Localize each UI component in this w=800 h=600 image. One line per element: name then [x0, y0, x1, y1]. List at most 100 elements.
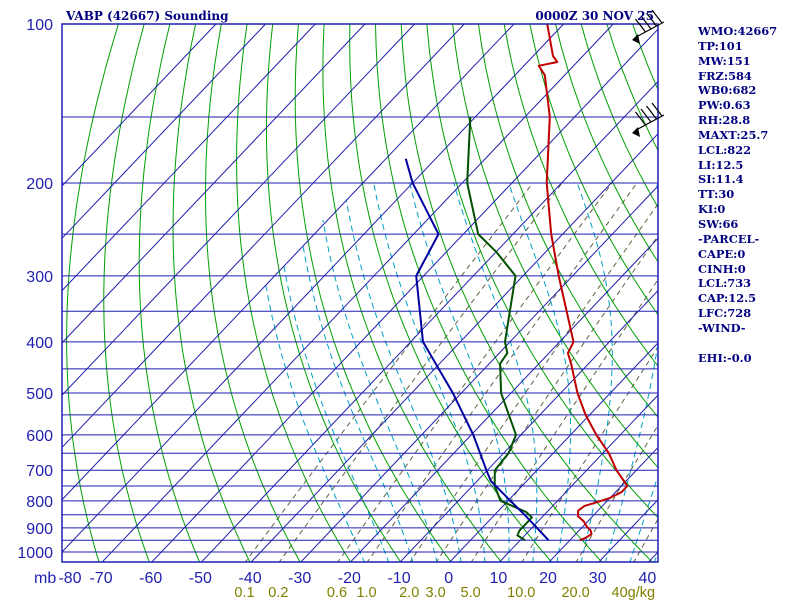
dewpoint-trace	[466, 116, 533, 542]
moist-adiabat	[302, 243, 414, 562]
moist-adiabat	[576, 182, 613, 562]
dry-adiabat	[236, 24, 352, 562]
dry-adiabat	[172, 24, 251, 562]
mixing-ratio-label: 2.0	[399, 585, 419, 600]
temperature-tick-label: -60	[139, 570, 162, 587]
temperature-tick-label: -70	[89, 570, 112, 587]
dry-adiabat	[477, 24, 658, 418]
mixing-ratio-line	[575, 424, 658, 562]
index-line: LCL:822	[698, 142, 752, 157]
dry-adiabat	[503, 24, 658, 368]
moist-adiabat	[508, 182, 572, 562]
index-line: WMO:42667	[698, 24, 778, 38]
dry-adiabat	[103, 24, 150, 562]
parcel-trace	[404, 158, 550, 541]
moist-adiabat	[373, 182, 486, 562]
index-line: CINH:0	[698, 261, 746, 276]
sounding-time: 0000Z 30 NOV 25	[535, 9, 654, 23]
isotherm-line	[151, 28, 658, 562]
mixing-ratio-label: 0.1	[234, 585, 254, 600]
pressure-tick-label: 200	[26, 176, 53, 193]
index-line: MW:151	[698, 53, 751, 68]
pressure-tick-label: 800	[26, 494, 53, 511]
mixing-ratio-line	[409, 203, 658, 562]
mixing-ratio-label: 1.0	[356, 585, 376, 600]
mixing-ratio-label: 10.0	[507, 585, 535, 600]
isotherm-line	[498, 394, 658, 562]
dry-adiabat	[375, 24, 603, 562]
mixing-ratio-line	[470, 278, 658, 562]
moist-adiabat	[409, 182, 510, 562]
index-line: TP:101	[698, 38, 743, 53]
sounding-traces	[404, 24, 629, 542]
isotherm-line	[62, 24, 366, 344]
plot-area	[62, 24, 658, 562]
index-line: -PARCEL-	[698, 231, 760, 246]
temperature-tick-label: -30	[288, 570, 311, 587]
moist-adiabat	[322, 219, 438, 562]
moist-adiabat	[345, 199, 462, 562]
index-line: LI:12.5	[698, 157, 744, 172]
mixing-ratio-line	[633, 517, 658, 562]
index-line: TT:30	[698, 187, 735, 202]
pressure-tick-label: 700	[26, 463, 53, 480]
index-line: -WIND-	[698, 320, 746, 335]
temperature-tick-label: 30	[589, 570, 607, 587]
pressure-tick-label: 400	[26, 335, 53, 352]
temperature-tick-label: 10	[489, 570, 507, 587]
index-line: MAXT:25.7	[698, 127, 769, 142]
moist-adiabat	[265, 283, 365, 562]
isotherm-line	[62, 24, 316, 292]
dry-adiabat	[322, 24, 502, 562]
station-title: VABP (42667) Sounding	[66, 9, 229, 23]
isotherm-line	[548, 446, 658, 562]
stability-index-panel: WMO:42667 TP:101 MW:151 FRZ:584 WB0:682 PW:0.…	[698, 24, 798, 365]
mixing-ratio-label: 20.0	[561, 585, 589, 600]
isotherm-line	[62, 24, 217, 187]
pressure-tick-label: 100	[26, 17, 53, 34]
wind-barbs	[632, 9, 665, 137]
isotherm-line	[449, 342, 658, 562]
pressure-tick-label: 300	[26, 269, 53, 286]
temperature-tick-label: -80	[58, 570, 81, 587]
mixing-ratio-labels: 0.1 0.2 0.6 1.0 2.0 3.0 5.0 10.0 20.0 40g/kg	[234, 585, 655, 600]
index-line: SW:66	[698, 216, 739, 231]
mixing-ratio-line	[521, 346, 658, 562]
mixing-ratio-line	[278, 182, 563, 562]
wind-barb	[632, 9, 665, 44]
isotherm-line	[62, 24, 515, 501]
temperature-tick-label: 0	[444, 570, 453, 587]
temperature-tick-label: 40	[638, 570, 656, 587]
isobars	[62, 24, 658, 553]
mixing-ratio-label: 0.6	[327, 585, 347, 600]
isotherm-line	[300, 185, 658, 562]
pressure-tick-label: 900	[26, 521, 53, 538]
mixing-ratio-label: 3.0	[426, 585, 446, 600]
index-line: CAPE:0	[698, 246, 746, 261]
index-line: PW:0.63	[698, 98, 751, 113]
isotherm-line	[62, 24, 266, 240]
mixing-ratio-line	[244, 182, 534, 562]
mixing-ratio-line	[366, 182, 638, 562]
dry-adiabat	[555, 24, 658, 263]
isotherm-line	[62, 24, 465, 449]
isotherm-line	[200, 80, 658, 562]
temperature-tick-label: -20	[338, 570, 361, 587]
isotherm-line	[250, 133, 658, 562]
wind-barb	[632, 102, 665, 137]
temperature-tick-label: 20	[539, 570, 557, 587]
mixing-ratio-label: 40g/kg	[612, 585, 656, 600]
dry-adiabats	[66, 24, 658, 562]
isotherm-line	[349, 237, 658, 562]
plot-frame	[61, 23, 659, 563]
dry-adiabat	[66, 24, 119, 562]
pressure-tick-label: 1000	[17, 545, 53, 562]
dry-adiabat	[400, 24, 653, 562]
moist-adiabat	[629, 474, 658, 562]
temperature-tick-label: -40	[238, 570, 261, 587]
isotherm-line	[62, 24, 564, 553]
mixing-ratio-line	[337, 182, 613, 562]
mixing-ratio-label: 5.0	[461, 585, 481, 600]
pressure-unit-label: mb	[34, 570, 56, 587]
